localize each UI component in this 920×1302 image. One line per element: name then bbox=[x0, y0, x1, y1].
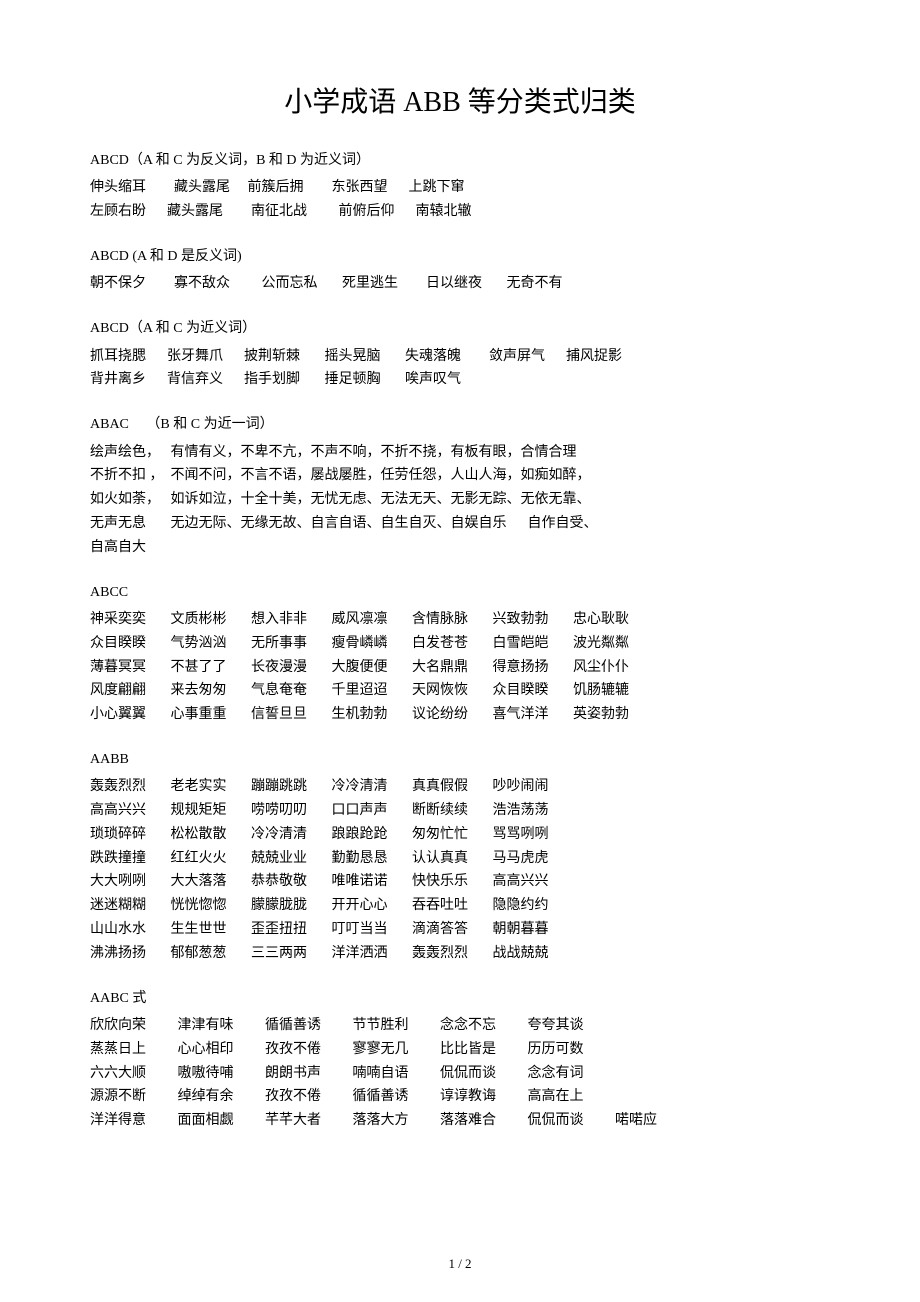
idiom-line: 六六大顺 嗷嗷待哺 朗朗书声 喃喃自语 侃侃而谈 念念有词 bbox=[90, 1062, 830, 1086]
idiom-line: 左顾右盼 藏头露尾 南征北战 前俯后仰 南辕北辙 bbox=[90, 200, 830, 224]
idiom-line: 不折不扣 ， 不闻不问，不言不语，屡战屡胜，任劳任怨，人山人海，如痴如醉， bbox=[90, 464, 830, 488]
section-header: AABB bbox=[90, 749, 830, 771]
idiom-line: 抓耳挠腮 张牙舞爪 披荆斩棘 摇头晃脑 失魂落魄 敛声屏气 捕风捉影 bbox=[90, 345, 830, 369]
idiom-line: 如火如荼， 如诉如泣，十全十美，无忧无虑、无法无天、无影无踪、无依无靠、 bbox=[90, 488, 830, 512]
idiom-line: 大大咧咧 大大落落 恭恭敬敬 唯唯诺诺 快快乐乐 高高兴兴 bbox=[90, 870, 830, 894]
section-aabc: AABC 式 欣欣向荣 津津有味 循循善诱 节节胜利 念念不忘 夸夸其谈 蒸蒸日… bbox=[90, 988, 830, 1133]
idiom-line: 神采奕奕 文质彬彬 想入非非 威风凛凛 含情脉脉 兴致勃勃 忠心耿耿 bbox=[90, 608, 830, 632]
section-header: ABAC （B 和 C 为近一词） bbox=[90, 414, 830, 436]
idiom-line: 众目睽睽 气势汹汹 无所事事 瘦骨嶙嶙 白发苍苍 白雪皑皑 波光粼粼 bbox=[90, 632, 830, 656]
idiom-line: 朝不保夕 寡不敌众 公而忘私 死里逃生 日以继夜 无奇不有 bbox=[90, 272, 830, 296]
idiom-line: 源源不断 绰绰有余 孜孜不倦 循循善诱 谆谆教诲 高高在上 bbox=[90, 1085, 830, 1109]
section-abcd-ad-antonym: ABCD (A 和 D 是反义词) 朝不保夕 寡不敌众 公而忘私 死里逃生 日以… bbox=[90, 246, 830, 296]
idiom-line: 沸沸扬扬 郁郁葱葱 三三两两 洋洋洒洒 轰轰烈烈 战战兢兢 bbox=[90, 942, 830, 966]
section-aabb: AABB 轰轰烈烈 老老实实 蹦蹦跳跳 冷冷清清 真真假假 吵吵闹闹 高高兴兴 … bbox=[90, 749, 830, 966]
idiom-line: 无声无息 无边无际、无缘无故、自言自语、自生自灭、自娱自乐 自作自受、 bbox=[90, 512, 830, 536]
section-header: AABC 式 bbox=[90, 988, 830, 1010]
idiom-line: 小心翼翼 心事重重 信誓旦旦 生机勃勃 议论纷纷 喜气洋洋 英姿勃勃 bbox=[90, 703, 830, 727]
idiom-line: 洋洋得意 面面相觑 芊芊大者 落落大方 落落难合 侃侃而谈 喏喏应 bbox=[90, 1109, 830, 1133]
idiom-line: 山山水水 生生世世 歪歪扭扭 叮叮当当 滴滴答答 朝朝暮暮 bbox=[90, 918, 830, 942]
idiom-line: 自高自大 bbox=[90, 536, 830, 560]
section-header: ABCC bbox=[90, 582, 830, 604]
idiom-line: 薄暮冥冥 不甚了了 长夜漫漫 大腹便便 大名鼎鼎 得意扬扬 风尘仆仆 bbox=[90, 656, 830, 680]
section-abac: ABAC （B 和 C 为近一词） 绘声绘色， 有情有义，不卑不亢，不声不响，不… bbox=[90, 414, 830, 559]
idiom-line: 风度翩翩 来去匆匆 气息奄奄 千里迢迢 天网恢恢 众目睽睽 饥肠辘辘 bbox=[90, 679, 830, 703]
idiom-line: 跌跌撞撞 红红火火 兢兢业业 勤勤恳恳 认认真真 马马虎虎 bbox=[90, 847, 830, 871]
section-header: ABCD（A 和 C 为反义词，B 和 D 为近义词） bbox=[90, 150, 830, 172]
section-abcd-ac-synonym: ABCD（A 和 C 为近义词） 抓耳挠腮 张牙舞爪 披荆斩棘 摇头晃脑 失魂落… bbox=[90, 318, 830, 392]
idiom-line: 欣欣向荣 津津有味 循循善诱 节节胜利 念念不忘 夸夸其谈 bbox=[90, 1014, 830, 1038]
idiom-line: 蒸蒸日上 心心相印 孜孜不倦 寥寥无几 比比皆是 历历可数 bbox=[90, 1038, 830, 1062]
section-abcc: ABCC 神采奕奕 文质彬彬 想入非非 威风凛凛 含情脉脉 兴致勃勃 忠心耿耿 … bbox=[90, 582, 830, 727]
section-abcd-antonym-synonym: ABCD（A 和 C 为反义词，B 和 D 为近义词） 伸头缩耳 藏头露尾 前簇… bbox=[90, 150, 830, 224]
idiom-line: 琐琐碎碎 松松散散 冷冷清清 踉踉跄跄 匆匆忙忙 骂骂咧咧 bbox=[90, 823, 830, 847]
document-title: 小学成语 ABB 等分类式归类 bbox=[90, 80, 830, 120]
idiom-line: 高高兴兴 规规矩矩 唠唠叨叨 口口声声 断断续续 浩浩荡荡 bbox=[90, 799, 830, 823]
idiom-line: 伸头缩耳 藏头露尾 前簇后拥 东张西望 上跳下窜 bbox=[90, 176, 830, 200]
idiom-line: 轰轰烈烈 老老实实 蹦蹦跳跳 冷冷清清 真真假假 吵吵闹闹 bbox=[90, 775, 830, 799]
section-header: ABCD（A 和 C 为近义词） bbox=[90, 318, 830, 340]
page-number: 1 / 2 bbox=[0, 1256, 920, 1272]
idiom-line: 绘声绘色， 有情有义，不卑不亢，不声不响，不折不挠，有板有眼，合情合理 bbox=[90, 441, 830, 465]
idiom-line: 迷迷糊糊 恍恍惚惚 朦朦胧胧 开开心心 吞吞吐吐 隐隐约约 bbox=[90, 894, 830, 918]
idiom-line: 背井离乡 背信弃义 指手划脚 捶足顿胸 唉声叹气 bbox=[90, 368, 830, 392]
section-header: ABCD (A 和 D 是反义词) bbox=[90, 246, 830, 268]
